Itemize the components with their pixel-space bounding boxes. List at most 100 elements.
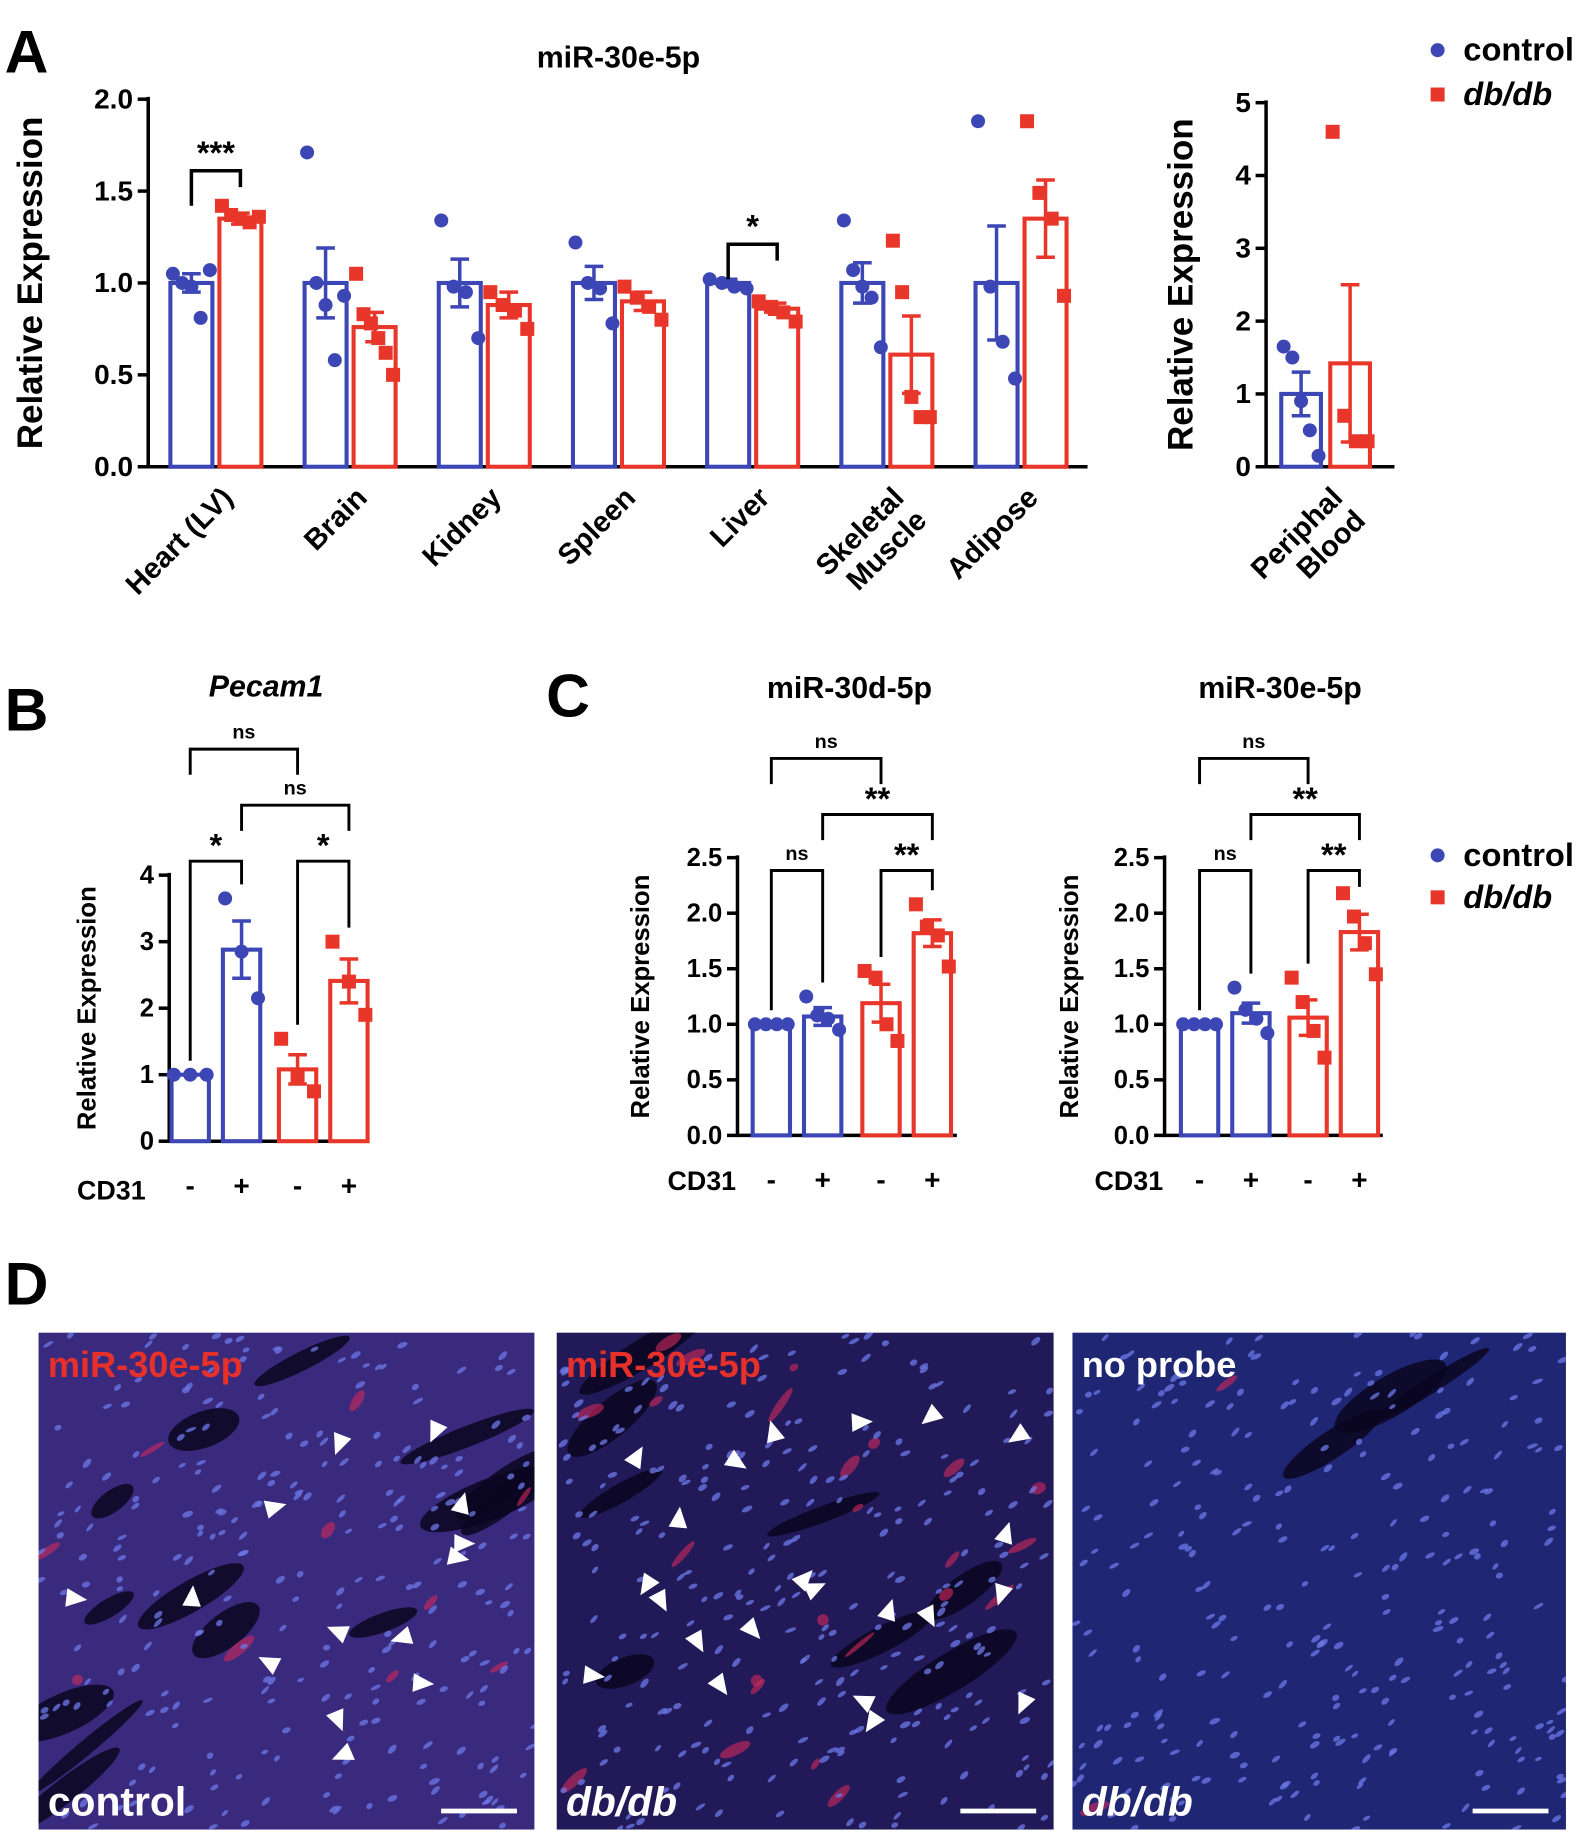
arrowhead <box>334 1431 352 1455</box>
nucleus <box>1373 1744 1383 1751</box>
signal <box>844 1632 875 1658</box>
significance-bracket <box>726 242 779 280</box>
nucleus <box>289 1481 298 1489</box>
nucleus <box>943 1490 952 1496</box>
nucleus <box>261 1749 269 1755</box>
bar <box>750 1022 793 1138</box>
nucleus <box>1381 1564 1390 1572</box>
nucleus <box>491 1420 501 1429</box>
bar <box>169 1072 211 1144</box>
bar <box>705 280 752 469</box>
data-point <box>483 285 498 300</box>
nucleus <box>1041 1679 1051 1686</box>
nucleus <box>1428 1454 1436 1462</box>
nucleus <box>1557 1357 1566 1364</box>
nucleus <box>1154 1712 1163 1721</box>
nucleus <box>1560 1791 1566 1799</box>
nucleus <box>1017 1824 1026 1830</box>
data-point <box>250 991 265 1006</box>
nucleus <box>1495 1572 1503 1579</box>
significance-label: * <box>317 826 330 863</box>
nucleus <box>293 1492 303 1501</box>
nucleus <box>1419 1515 1430 1523</box>
nucleus <box>686 1620 695 1627</box>
nucleus <box>1046 1387 1053 1395</box>
nucleus <box>57 1511 65 1516</box>
nucleus <box>257 1393 265 1400</box>
data-point <box>471 331 486 346</box>
nucleus <box>182 1343 189 1351</box>
significance-label: ns <box>1214 843 1237 865</box>
data-point <box>349 266 364 281</box>
nucleus <box>272 1346 281 1351</box>
nucleus <box>416 1698 426 1705</box>
nucleus <box>182 1510 194 1518</box>
data-point <box>1337 408 1352 423</box>
nucleus <box>1323 1464 1333 1473</box>
nucleus <box>507 1473 515 1480</box>
nucleus <box>500 1600 510 1609</box>
nucleus <box>919 1363 929 1370</box>
x-tick-label: - <box>293 1170 302 1201</box>
error-bar <box>499 290 519 320</box>
nucleus <box>935 1588 943 1594</box>
data-point <box>895 285 910 300</box>
vessel <box>767 1491 880 1537</box>
nucleus <box>530 1724 535 1729</box>
nucleus <box>887 1571 895 1579</box>
nucleus <box>836 1497 843 1504</box>
nucleus <box>469 1511 476 1517</box>
nucleus <box>1517 1756 1525 1763</box>
nucleus <box>960 1771 969 1780</box>
nucleus <box>1076 1774 1084 1783</box>
nucleus <box>445 1498 456 1506</box>
y-tick-label: 1.0 <box>94 267 133 298</box>
nucleus <box>1499 1661 1507 1669</box>
error-bar <box>316 246 335 320</box>
nucleus <box>560 1787 568 1794</box>
error-bar <box>1350 912 1369 952</box>
y-tick-label: 2.5 <box>687 844 723 872</box>
nucleus <box>744 1410 755 1418</box>
arrowhead <box>258 1656 282 1675</box>
nucleus <box>1359 1451 1367 1458</box>
arrowhead <box>707 1672 728 1696</box>
nucleus <box>705 1443 713 1451</box>
data-point <box>358 1007 373 1022</box>
nucleus <box>814 1678 824 1686</box>
nucleus <box>1230 1731 1238 1739</box>
nucleus <box>1304 1813 1311 1821</box>
nucleus <box>835 1793 843 1798</box>
nucleus <box>988 1576 996 1583</box>
nucleus <box>1453 1669 1463 1677</box>
nucleus <box>954 1580 964 1588</box>
nucleus <box>128 1779 137 1786</box>
nucleus <box>499 1822 506 1829</box>
nucleus <box>721 1761 732 1768</box>
data-point <box>325 934 340 949</box>
nucleus <box>1434 1620 1443 1626</box>
nucleus <box>650 1632 659 1639</box>
nucleus <box>1353 1572 1363 1578</box>
nucleus <box>1310 1649 1320 1657</box>
nucleus <box>1236 1388 1244 1396</box>
nucleus <box>1449 1694 1456 1701</box>
nucleus <box>339 1458 349 1466</box>
signal <box>943 1458 965 1478</box>
x-tick-label: + <box>233 1170 249 1201</box>
nucleus <box>374 1460 382 1468</box>
nucleus <box>81 1581 90 1588</box>
panel-label: B <box>5 675 49 743</box>
nucleus <box>1382 1609 1391 1615</box>
nucleus <box>1047 1759 1054 1768</box>
nucleus <box>224 1337 233 1344</box>
nucleus <box>412 1581 422 1589</box>
x-tick-label: + <box>341 1170 357 1201</box>
nucleus <box>1515 1747 1522 1755</box>
signal <box>945 1551 960 1568</box>
data-point <box>654 312 669 327</box>
nucleus <box>1359 1688 1367 1694</box>
error-bar <box>902 314 921 395</box>
arrowhead <box>851 1413 873 1432</box>
nucleus <box>1351 1826 1361 1830</box>
